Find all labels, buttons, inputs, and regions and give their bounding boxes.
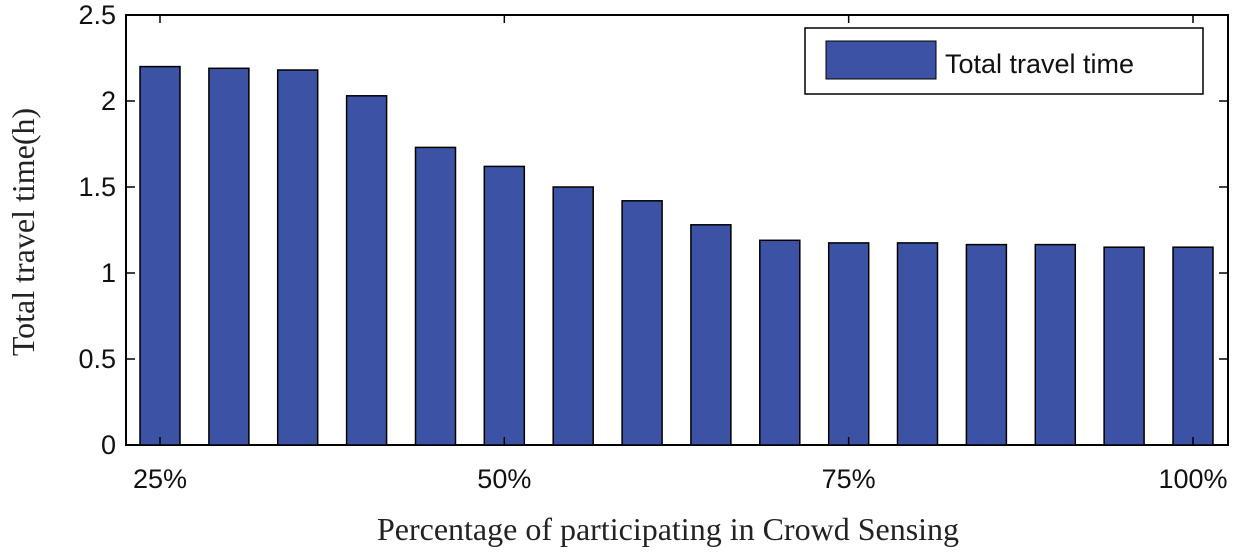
- y-tick-label: 2: [101, 86, 116, 116]
- plot-area-border: [125, 14, 1229, 446]
- bar-4: [345, 95, 388, 446]
- y-axis-title: Total travel time(h): [5, 108, 41, 356]
- legend-label: Total travel time: [945, 49, 1134, 79]
- x-tick-label: 25%: [133, 464, 187, 494]
- bar-7: [552, 186, 594, 446]
- bar-15: [1103, 246, 1145, 446]
- legend: Total travel time: [804, 27, 1204, 95]
- bar-9: [690, 224, 732, 446]
- x-axis-title: Percentage of participating in Crowd Sen…: [377, 511, 959, 547]
- y-tick-label: 0: [101, 430, 116, 460]
- bar-16: [1172, 246, 1214, 446]
- bar-2: [208, 67, 250, 446]
- y-tick-label: 1: [101, 258, 116, 288]
- legend-swatch: [825, 40, 937, 80]
- y-tick-label: 0.5: [78, 344, 116, 374]
- bar-6: [483, 165, 526, 446]
- bar-5: [414, 146, 457, 446]
- bars-group: [139, 65, 1214, 446]
- y-tick-label: 2.5: [78, 0, 116, 30]
- bar-14: [1034, 243, 1077, 446]
- x-tick-label: 50%: [477, 464, 531, 494]
- bar-3: [276, 69, 319, 446]
- bar-13: [965, 243, 1008, 446]
- bar-1: [139, 65, 181, 446]
- bar-11: [827, 242, 870, 446]
- x-tick-label: 75%: [822, 464, 876, 494]
- y-tick-label: 1.5: [78, 172, 116, 202]
- bar-10: [759, 239, 801, 446]
- x-tick-label: 100%: [1158, 464, 1227, 494]
- bar-8: [621, 200, 663, 446]
- bar-12: [896, 242, 939, 446]
- x-axis-ticks: 25% 50% 75% 100%: [133, 15, 1228, 494]
- y-axis-ticks: 0 0.5 1 1.5 2 2.5: [78, 0, 1228, 460]
